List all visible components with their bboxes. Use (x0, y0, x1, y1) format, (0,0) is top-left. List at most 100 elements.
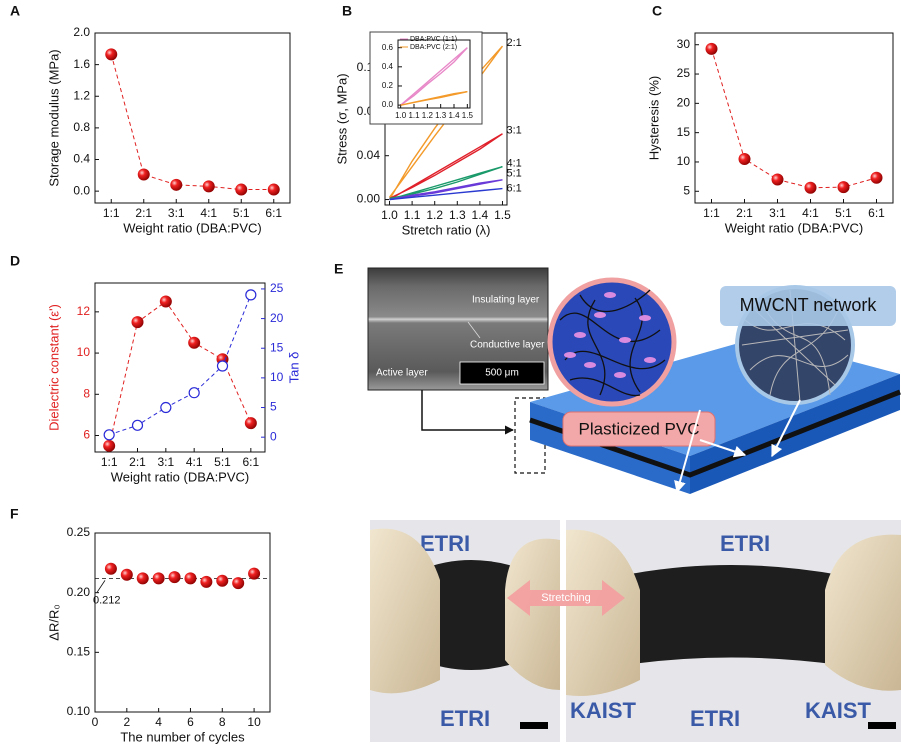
y-tick-label: 0.0 (382, 100, 394, 109)
data-point (138, 169, 150, 181)
series-label: 6:1 (506, 182, 521, 194)
scale-bar (520, 722, 548, 729)
y-tick-label: 0.0 (73, 183, 90, 197)
x-tick-label: 1.5 (494, 208, 511, 222)
y-axis-label: Dielectric constant (ε') (46, 304, 61, 431)
pvc-zoom (550, 280, 674, 404)
x-tick-label: 5:1 (214, 455, 231, 469)
y-tick-label: 15 (677, 125, 691, 139)
x-axis-label: The number of cycles (120, 729, 245, 744)
reference-label: 0.212 (93, 594, 121, 606)
data-point (105, 48, 117, 60)
data-point (121, 569, 133, 581)
y2-tick-label: 0 (270, 429, 277, 443)
y-tick-label: 5 (683, 183, 690, 197)
x-tick-label: 6:1 (868, 206, 885, 220)
sample (625, 565, 840, 665)
x-tick-label: 1.3 (435, 111, 447, 120)
connector (422, 390, 513, 430)
x-tick-label: 1.3 (449, 208, 466, 222)
data-point (103, 440, 115, 452)
scale-bar (868, 722, 896, 729)
schematic-label: Plasticized PVC (579, 419, 700, 438)
x-tick-label: 6:1 (242, 455, 259, 469)
arrow-label: Stretching (541, 592, 591, 604)
x-tick-label: 1.4 (472, 208, 489, 222)
plot-frame (695, 33, 893, 203)
scale-label: 500 μm (485, 368, 519, 379)
sem-label: Conductive layer (470, 340, 545, 351)
sem-label: Insulating layer (472, 295, 540, 306)
y-axis-label: Storage modulus (MPa) (46, 49, 61, 186)
x-axis-label: Stretch ratio (λ) (402, 222, 491, 237)
data-point (169, 571, 181, 583)
x-tick-label: 4:1 (802, 206, 819, 220)
y2-axis-label: Tan δ (286, 352, 301, 384)
x-tick-label: 2:1 (129, 455, 146, 469)
plot-frame (95, 283, 265, 452)
x-tick-label: 3:1 (769, 206, 786, 220)
y-tick-label: 12 (77, 304, 91, 318)
y-tick-label: 0.20 (67, 585, 91, 599)
data-point (184, 572, 196, 584)
photo-text: KAIST (805, 698, 872, 723)
data-point (706, 43, 718, 55)
legend-label: DBA:PVC (1:1) (410, 36, 457, 43)
x-tick-label: 5:1 (835, 206, 852, 220)
x-tick-label: 6:1 (265, 206, 282, 220)
y-tick-label: 8 (83, 386, 90, 400)
data-point (805, 182, 817, 194)
x-tick-label: 2:1 (135, 206, 152, 220)
series-label: 2:1 (506, 37, 521, 49)
x-tick-label: 1.0 (395, 111, 407, 120)
photo-text: ETRI (420, 531, 470, 556)
plot-frame (95, 33, 290, 203)
y-tick-label: 0.10 (67, 704, 91, 718)
y-tick-label: 0.2 (382, 81, 394, 90)
x-tick-label: 1.1 (404, 208, 421, 222)
data-point (188, 337, 200, 349)
data-point (216, 575, 228, 587)
data-point (218, 361, 228, 371)
data-point (739, 153, 751, 165)
x-tick-label: 1.2 (422, 111, 434, 120)
series-line (111, 54, 274, 189)
y-tick-label: 10 (677, 154, 691, 168)
series-line (109, 302, 251, 446)
panel-letter: C (652, 3, 662, 19)
x-axis-label: Weight ratio (DBA:PVC) (123, 220, 261, 235)
x-tick-label: 4:1 (200, 206, 217, 220)
x-tick-label: 1:1 (101, 455, 118, 469)
data-point (170, 179, 182, 191)
x-tick-label: 3:1 (157, 455, 174, 469)
y-tick-label: 20 (677, 96, 691, 110)
y-tick-label: 2.0 (73, 25, 90, 39)
data-point (104, 430, 114, 440)
x-tick-label: 1.0 (381, 208, 398, 222)
panel-e: E Insulating layer Conductive layer Acti… (334, 261, 900, 494)
photo-text: ETRI (720, 531, 770, 556)
y-tick-label: 1.6 (73, 57, 90, 71)
y-tick-label: 0.25 (67, 525, 91, 539)
x-tick-label: 1.1 (408, 111, 420, 120)
y-tick-label: 30 (677, 37, 691, 51)
photo-text: KAIST (570, 698, 637, 723)
data-point (871, 172, 883, 184)
x-tick-label: 1.2 (426, 208, 443, 222)
y-tick-label: 1.2 (73, 88, 90, 102)
x-tick-label: 1.5 (462, 111, 474, 120)
x-tick-label: 6 (187, 715, 194, 729)
data-point (160, 296, 172, 308)
y2-tick-label: 25 (270, 281, 284, 295)
x-tick-label: 4:1 (186, 455, 203, 469)
y-tick-label: 0.4 (73, 152, 90, 166)
x-tick-label: 4 (155, 715, 162, 729)
x-tick-label: 1:1 (103, 206, 120, 220)
data-point (189, 388, 199, 398)
data-point (232, 577, 244, 589)
series-label: 3:1 (506, 125, 521, 137)
